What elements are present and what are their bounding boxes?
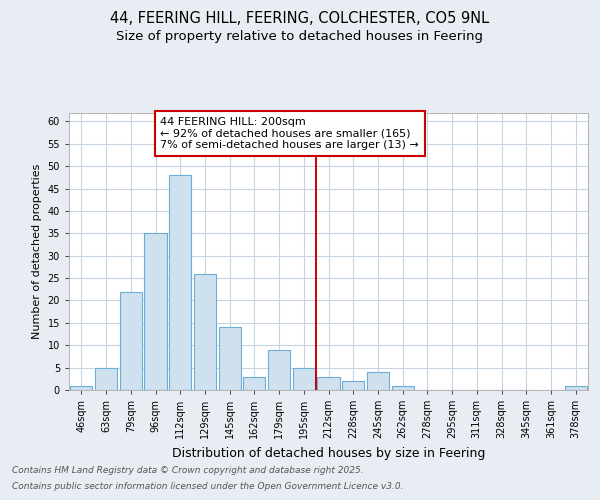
Bar (70, 386, 92, 390)
Text: 44, FEERING HILL, FEERING, COLCHESTER, CO5 9NL: 44, FEERING HILL, FEERING, COLCHESTER, C… (110, 11, 490, 26)
Y-axis label: Number of detached properties: Number of detached properties (32, 164, 42, 339)
Bar (317, 376, 340, 390)
Bar (367, 372, 389, 390)
Bar (95, 368, 117, 390)
Text: 44 FEERING HILL: 200sqm
← 92% of detached houses are smaller (165)
7% of semi-de: 44 FEERING HILL: 200sqm ← 92% of detache… (160, 117, 419, 150)
Bar (293, 368, 315, 390)
Bar (169, 175, 191, 390)
Bar (194, 274, 216, 390)
Bar (342, 381, 364, 390)
Bar (268, 350, 290, 390)
Text: Contains public sector information licensed under the Open Government Licence v3: Contains public sector information licen… (12, 482, 404, 491)
Bar (119, 292, 142, 390)
Bar (145, 234, 167, 390)
Bar (565, 386, 587, 390)
Text: Size of property relative to detached houses in Feering: Size of property relative to detached ho… (116, 30, 484, 43)
X-axis label: Distribution of detached houses by size in Feering: Distribution of detached houses by size … (172, 446, 485, 460)
Bar (392, 386, 414, 390)
Bar (243, 376, 265, 390)
Text: Contains HM Land Registry data © Crown copyright and database right 2025.: Contains HM Land Registry data © Crown c… (12, 466, 364, 475)
Bar (218, 328, 241, 390)
